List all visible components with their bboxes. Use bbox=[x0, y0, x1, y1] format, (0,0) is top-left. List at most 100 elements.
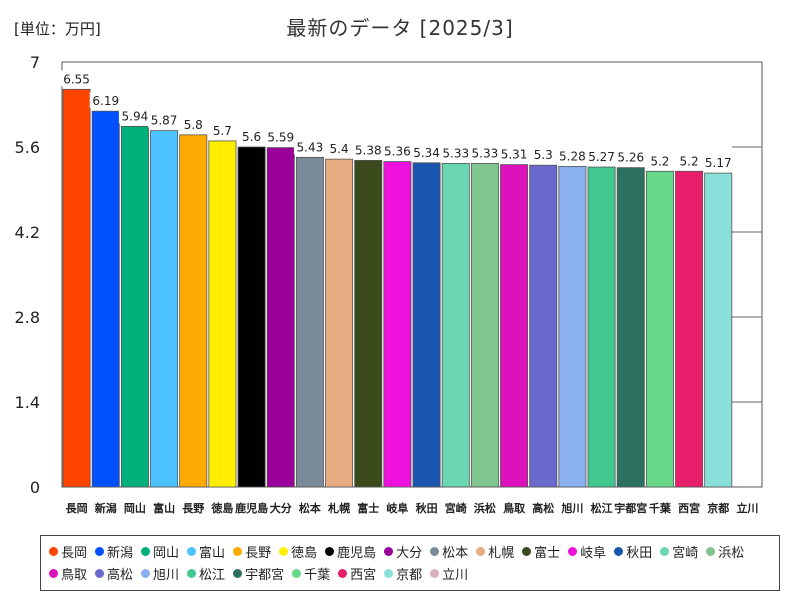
x-tick-label: 岡山 bbox=[124, 501, 146, 515]
x-tick-label: 京都 bbox=[707, 501, 729, 515]
value-label-bg bbox=[439, 144, 472, 161]
bar bbox=[587, 166, 616, 488]
x-tick-label: 鳥取 bbox=[503, 501, 525, 515]
bar bbox=[325, 158, 354, 488]
value-label-bg bbox=[676, 152, 702, 169]
x-tick-label: 旭川 bbox=[560, 501, 583, 515]
legend-item: 立川 bbox=[430, 562, 468, 584]
value-label: 5.7 bbox=[213, 124, 232, 138]
legend-label: 長野 bbox=[245, 545, 272, 561]
legend-label: 西宮 bbox=[350, 567, 377, 583]
x-tick-label: 岐阜 bbox=[386, 501, 408, 515]
value-label-bg bbox=[60, 70, 93, 87]
legend-item: 長野 bbox=[233, 540, 271, 562]
bar bbox=[237, 146, 266, 488]
bar bbox=[150, 130, 179, 488]
legend-marker bbox=[279, 546, 289, 556]
value-label: 5.3 bbox=[534, 148, 553, 162]
value-label: 5.2 bbox=[650, 154, 669, 168]
legend-marker bbox=[141, 568, 151, 578]
bar bbox=[412, 162, 441, 488]
legend-label: 京都 bbox=[396, 567, 423, 583]
legend-item: 旭川 bbox=[141, 562, 179, 584]
legend-marker bbox=[95, 546, 105, 556]
legend-item: 松江 bbox=[187, 562, 225, 584]
legend-item: 鹿児島 bbox=[325, 540, 376, 562]
value-label: 5.34 bbox=[413, 146, 440, 160]
legend-marker bbox=[660, 546, 670, 556]
bar bbox=[354, 159, 383, 488]
x-tick-label: 新潟 bbox=[95, 501, 117, 515]
value-label-bg bbox=[209, 121, 235, 138]
legend-label: 岐阜 bbox=[580, 545, 607, 561]
x-tick-label: 高松 bbox=[532, 501, 554, 515]
legend-item: 秋田 bbox=[614, 540, 652, 562]
x-tick-label: 徳島 bbox=[210, 501, 233, 515]
value-label: 5.43 bbox=[297, 140, 324, 154]
value-label-bg bbox=[148, 111, 181, 128]
legend-label: 宮崎 bbox=[672, 545, 699, 561]
legend-item: 岐阜 bbox=[568, 540, 606, 562]
legend-marker bbox=[187, 546, 197, 556]
y-tick-label: 4.2 bbox=[15, 223, 40, 242]
legend-marker bbox=[614, 546, 624, 556]
legend-item: 高松 bbox=[95, 562, 133, 584]
x-tick-label: 長野 bbox=[182, 502, 204, 515]
legend-item: 徳島 bbox=[279, 540, 317, 562]
value-label-bg bbox=[585, 148, 618, 165]
legend-marker bbox=[325, 546, 335, 556]
value-label: 5.36 bbox=[384, 145, 411, 159]
legend-item: 宮崎 bbox=[660, 540, 698, 562]
value-label: 5.6 bbox=[242, 130, 261, 144]
value-label: 6.55 bbox=[63, 72, 90, 86]
value-label-bg bbox=[468, 144, 501, 161]
legend-marker bbox=[338, 568, 348, 578]
value-label: 5.59 bbox=[267, 131, 294, 145]
value-label-bg bbox=[293, 138, 326, 155]
plot-area bbox=[61, 61, 763, 488]
legend-label: 大分 bbox=[396, 545, 423, 561]
bar bbox=[266, 147, 295, 488]
legend-label: 立川 bbox=[442, 567, 469, 583]
legend-marker bbox=[384, 546, 394, 556]
legend-label: 松本 bbox=[442, 545, 469, 561]
bar bbox=[383, 161, 412, 488]
legend-marker bbox=[49, 546, 58, 556]
legend-marker bbox=[522, 546, 532, 556]
value-label-bg bbox=[498, 145, 531, 162]
chart-title: 最新のデータ [2025/3] bbox=[286, 16, 514, 40]
legend-item: 浜松 bbox=[706, 540, 744, 562]
bar bbox=[441, 162, 470, 488]
legend-label: 長岡 bbox=[61, 545, 88, 561]
x-tick-label: 宮崎 bbox=[445, 501, 467, 515]
value-label-bg bbox=[239, 128, 265, 144]
legend-label: 徳島 bbox=[291, 545, 318, 561]
legend-item: 新潟 bbox=[95, 540, 133, 562]
legend-item: 宇都宮 bbox=[233, 562, 284, 584]
x-tick-label: 富山 bbox=[153, 501, 175, 515]
legend-label: 富山 bbox=[199, 545, 226, 561]
legend-item: 京都 bbox=[384, 562, 422, 584]
value-label-bg bbox=[410, 143, 443, 160]
value-label-bg bbox=[180, 115, 206, 132]
x-tick-label: 富士 bbox=[357, 501, 379, 515]
legend-label: 旭川 bbox=[153, 567, 180, 583]
legend-label: 札幌 bbox=[488, 545, 515, 561]
legend: 長岡 新潟 岡山 富山 長野 徳島 鹿児島 大分 松本 札幌 富士 岐阜 秋田 宮崎 浜松 鳥取 高松 旭川 松江 宇… bbox=[40, 535, 780, 591]
bar bbox=[62, 88, 91, 488]
legend-marker bbox=[49, 568, 58, 578]
legend-marker bbox=[706, 546, 716, 556]
value-label: 5.28 bbox=[559, 149, 586, 163]
x-tick-label: 松江 bbox=[591, 501, 613, 515]
value-label-bg bbox=[381, 142, 414, 159]
bar bbox=[208, 140, 237, 488]
value-label-bg bbox=[89, 92, 122, 109]
bar bbox=[616, 167, 645, 488]
x-tick-label: 松本 bbox=[299, 501, 321, 515]
y-tick-label: 2.8 bbox=[15, 308, 40, 327]
bar bbox=[91, 110, 120, 488]
legend-label: 千葉 bbox=[304, 567, 331, 583]
legend-label: 富士 bbox=[534, 545, 561, 561]
value-label: 5.87 bbox=[151, 114, 178, 128]
legend-marker bbox=[95, 568, 105, 578]
